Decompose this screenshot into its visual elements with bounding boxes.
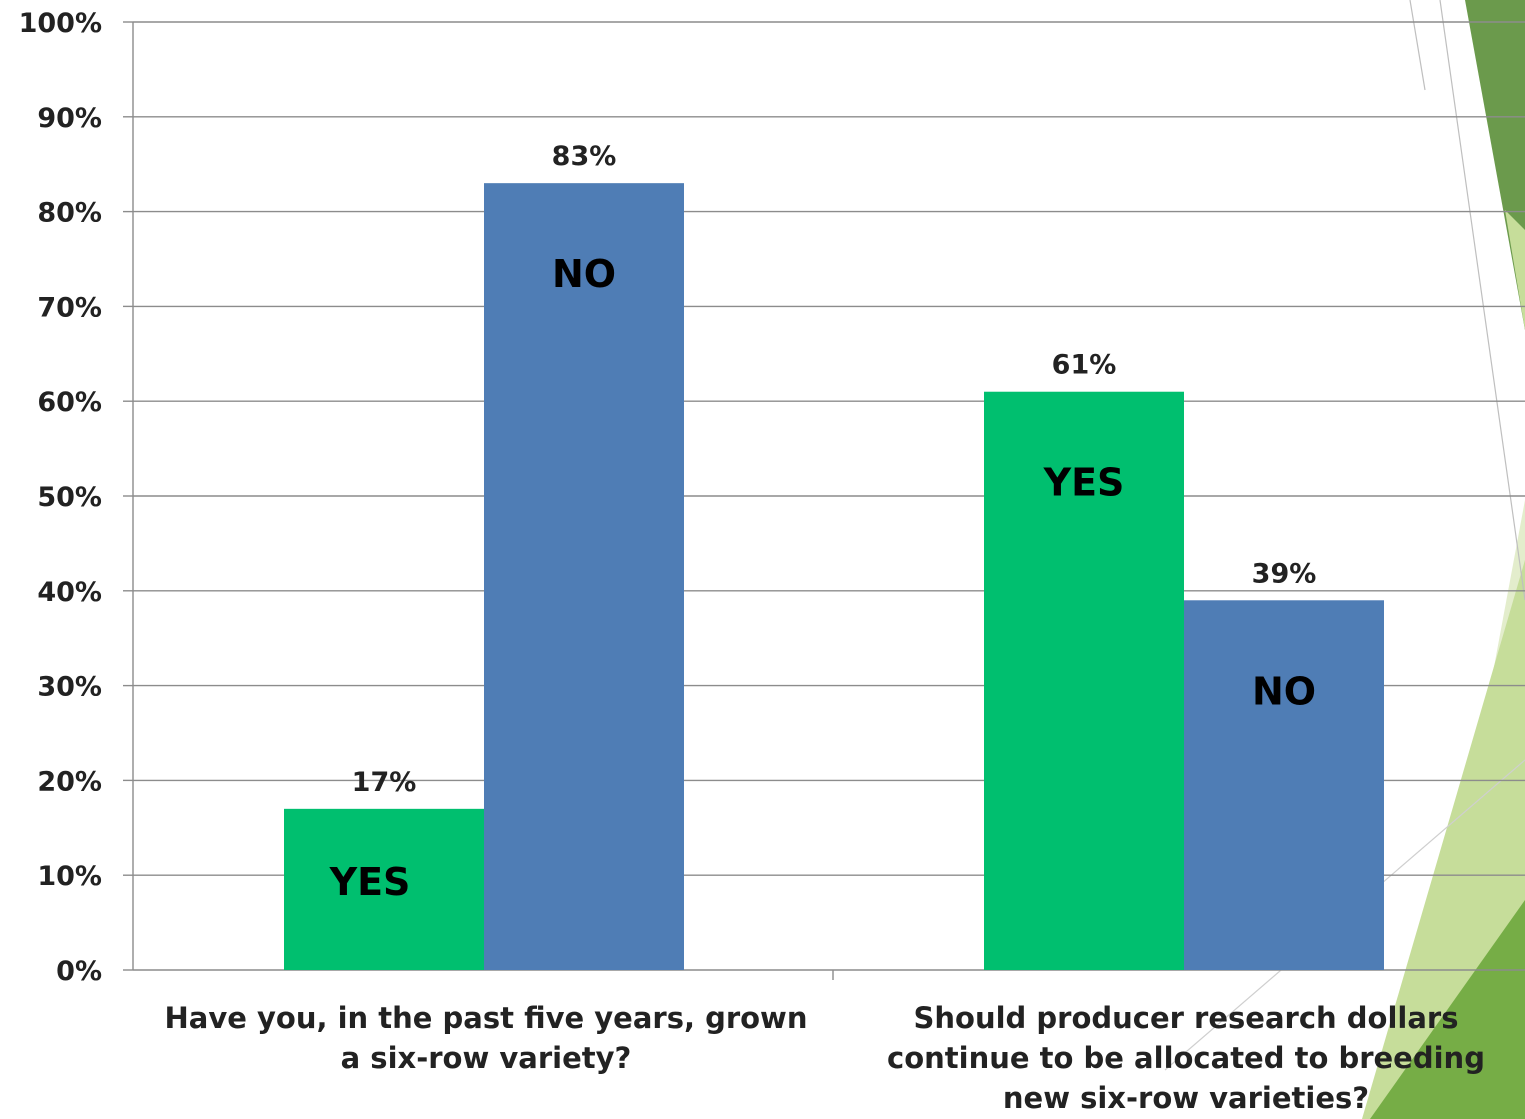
series-name-label: NO (1252, 669, 1316, 713)
category-label: continue to be allocated to breeding (887, 1041, 1485, 1075)
decor-thin-line-2 (1409, 0, 1426, 91)
y-tick-label: 10% (37, 861, 102, 892)
y-tick-label: 0% (56, 956, 102, 987)
y-tick-label: 30% (37, 672, 102, 703)
data-label: 61% (1052, 350, 1117, 381)
series-name-label: YES (329, 860, 411, 904)
decor-dark-green-triangle (1465, 0, 1525, 330)
y-tick-label: 90% (37, 103, 102, 134)
category-label: a six-row variety? (341, 1041, 632, 1075)
y-tick-label: 60% (37, 387, 102, 418)
y-tick-label: 50% (37, 482, 102, 513)
decor-mid-green-triangle (1370, 900, 1525, 1119)
data-label: 83% (552, 141, 617, 172)
series-name-label: NO (552, 252, 616, 296)
bar-yes (984, 391, 1184, 971)
y-tick-label: 80% (37, 198, 102, 229)
decor-thin-line (1439, 0, 1525, 601)
bar-no (484, 183, 684, 970)
y-tick-label: 40% (37, 577, 102, 608)
y-tick-label: 20% (37, 766, 102, 797)
bar-no (1184, 600, 1384, 970)
category-label: Should producer research dollars (914, 1001, 1459, 1035)
category-label: new six-row varieties? (1003, 1081, 1369, 1115)
decor-light-green-sliver (1505, 210, 1525, 330)
bar-yes (284, 808, 484, 970)
y-tick-label: 70% (37, 292, 102, 323)
data-label: 39% (1252, 558, 1317, 589)
series-name-label: YES (1043, 461, 1125, 505)
data-label: 17% (352, 767, 417, 798)
y-tick-label: 100% (19, 8, 102, 39)
category-label: Have you, in the past five years, grown (165, 1001, 808, 1035)
